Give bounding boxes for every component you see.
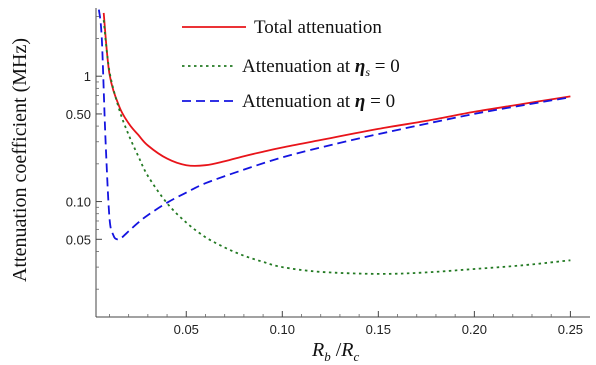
y-tick-label: 0.10 (66, 195, 91, 210)
x-tick-label: 0.15 (366, 322, 391, 337)
legend-label-eta-s: Attenuation at ηs = 0 (242, 56, 400, 79)
series-line-2 (98, 9, 571, 241)
y-tick-label: 1 (84, 69, 91, 84)
y-tick-label: 0.50 (66, 107, 91, 122)
x-tick-label: 0.10 (270, 322, 295, 337)
x-tick-label: 0.25 (558, 322, 583, 337)
legend-label-eta: Attenuation at η = 0 (242, 91, 395, 112)
series-line-1 (102, 20, 571, 275)
series-lines (98, 9, 571, 275)
x-tick-label: 0.05 (174, 322, 199, 337)
legend-label-total: Total attenuation (254, 17, 382, 38)
legend-item-total: Total attenuation (182, 17, 382, 38)
x-tick-label: 0.20 (462, 322, 487, 337)
legend: Total attenuation Attenuation at ηs = 0 … (182, 17, 400, 112)
tick-labels: 0.05 0.10 0.15 0.20 0.25 0.05 0.10 0.50 1 (66, 69, 583, 337)
series-line-0 (102, 12, 571, 167)
y-axis-title: Attenuation coefficient (MHz) (9, 38, 31, 282)
x-axis-title: Rb /Rc (311, 339, 360, 364)
legend-item-eta-s: Attenuation at ηs = 0 (182, 56, 400, 79)
tick-marks (96, 15, 571, 317)
y-tick-label: 0.05 (66, 232, 91, 247)
legend-item-eta: Attenuation at η = 0 (182, 91, 395, 112)
chart-axes (95, 8, 590, 318)
